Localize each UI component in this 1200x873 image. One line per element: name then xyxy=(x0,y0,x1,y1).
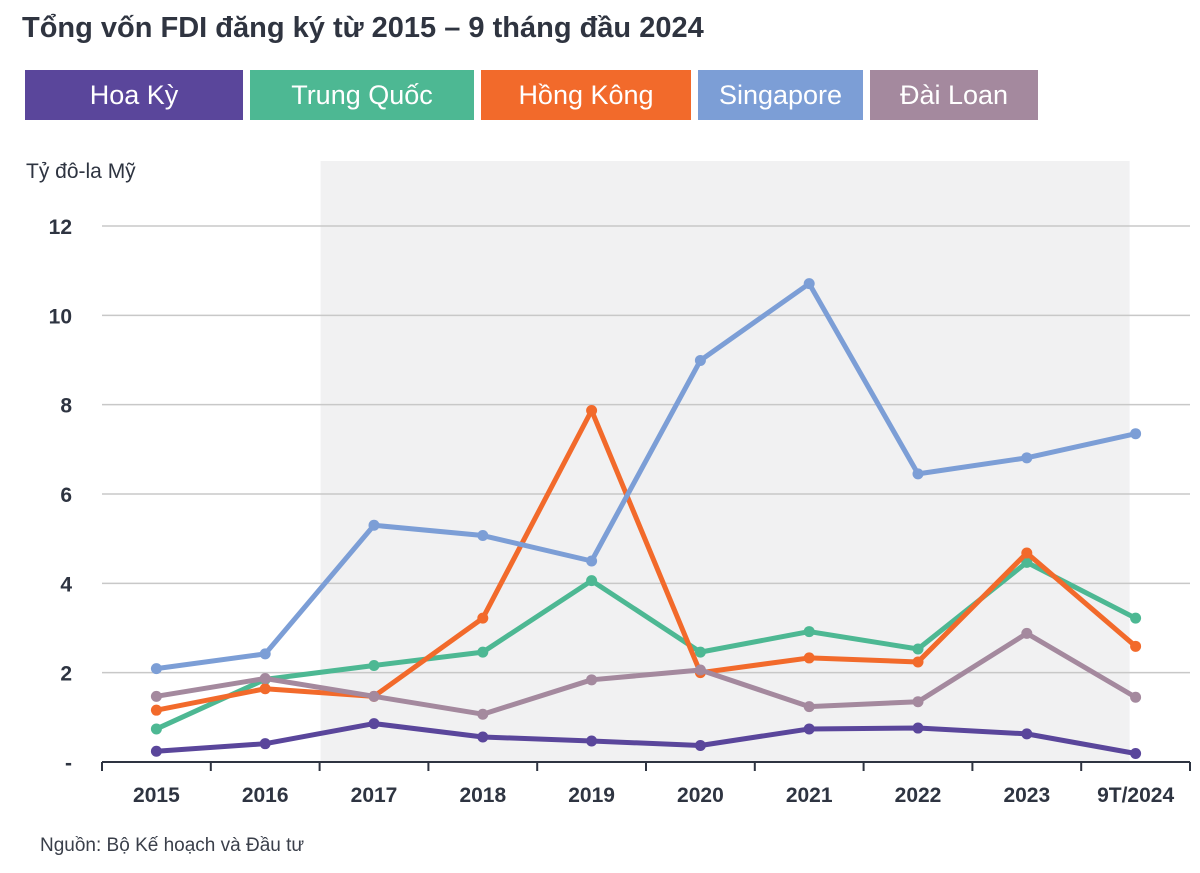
x-tick-label: 2023 xyxy=(1003,784,1050,807)
x-tick-label: 2017 xyxy=(351,784,398,807)
data-point xyxy=(259,683,271,695)
source-note: Nguồn: Bộ Kế hoạch và Đầu tư xyxy=(40,835,305,856)
data-point xyxy=(1130,691,1142,703)
y-tick-label: 2 xyxy=(60,663,72,686)
x-tick-label: 2015 xyxy=(133,784,180,807)
data-point xyxy=(912,656,924,668)
data-point xyxy=(477,530,489,542)
data-point xyxy=(477,708,489,720)
data-point xyxy=(586,575,598,587)
data-point xyxy=(150,704,162,716)
data-point xyxy=(1021,547,1033,559)
data-point xyxy=(912,696,924,708)
data-point xyxy=(150,745,162,757)
series-line xyxy=(153,407,1139,713)
legend-label: Đài Loan xyxy=(899,79,1009,110)
data-point xyxy=(586,674,598,686)
x-tick-label: 2022 xyxy=(895,784,942,807)
data-point xyxy=(912,722,924,734)
x-tick-label: 2020 xyxy=(677,784,724,807)
series-line xyxy=(153,281,1139,672)
data-point xyxy=(1130,748,1142,760)
x-tick-label: 2021 xyxy=(786,784,833,807)
series-line xyxy=(153,630,1139,717)
data-point xyxy=(912,468,924,480)
data-point xyxy=(586,555,598,567)
legend-item-singapore: Singapore xyxy=(698,70,863,120)
y-tick-label: 12 xyxy=(49,216,72,239)
data-point xyxy=(150,663,162,675)
legend: Hoa Kỳ Trung Quốc Hồng Kông Singapore Đà… xyxy=(25,70,1038,120)
data-point xyxy=(1021,556,1033,568)
data-point xyxy=(368,718,380,730)
y-tick-label: 6 xyxy=(60,484,72,507)
data-point xyxy=(1130,428,1142,440)
x-tick-label: 2018 xyxy=(459,784,506,807)
data-point xyxy=(1130,640,1142,652)
y-tick-label: 10 xyxy=(49,305,72,328)
data-point xyxy=(694,739,706,751)
data-point xyxy=(1021,452,1033,464)
data-point xyxy=(1130,612,1142,624)
legend-item-hoa-ky: Hoa Kỳ xyxy=(25,70,243,120)
data-point xyxy=(912,643,924,655)
x-tick-label: 2019 xyxy=(568,784,615,807)
data-point xyxy=(586,735,598,747)
data-point xyxy=(150,723,162,735)
data-point xyxy=(259,672,271,684)
data-point xyxy=(803,278,815,290)
legend-item-dai-loan: Đài Loan xyxy=(870,70,1038,120)
data-point xyxy=(803,701,815,713)
data-point xyxy=(1021,728,1033,740)
data-point xyxy=(150,690,162,702)
y-axis-label: Tỷ đô-la Mỹ xyxy=(26,160,136,183)
data-point xyxy=(694,646,706,658)
data-point xyxy=(694,354,706,366)
y-tick-label: 8 xyxy=(60,395,72,418)
y-tick-label: - xyxy=(65,752,72,775)
data-point xyxy=(368,660,380,672)
data-point xyxy=(477,612,489,624)
data-point xyxy=(259,648,271,660)
y-tick-label: 4 xyxy=(60,573,72,596)
data-point xyxy=(803,626,815,638)
legend-item-hong-kong: Hồng Kông xyxy=(481,70,691,120)
data-point xyxy=(477,646,489,658)
legend-label: Hồng Kông xyxy=(518,79,654,110)
legend-label: Singapore xyxy=(718,79,843,110)
legend-item-trung-quoc: Trung Quốc xyxy=(250,70,474,120)
data-point xyxy=(803,723,815,735)
data-point xyxy=(368,690,380,702)
data-point xyxy=(586,404,598,416)
data-point xyxy=(368,519,380,531)
legend-label: Hoa Kỳ xyxy=(89,79,179,110)
legend-label: Trung Quốc xyxy=(291,79,433,110)
series-line xyxy=(153,721,1139,757)
data-point xyxy=(477,731,489,743)
data-point xyxy=(694,664,706,676)
data-point xyxy=(803,652,815,664)
data-point xyxy=(1021,627,1033,639)
chart-title: Tổng vốn FDI đăng ký từ 2015 – 9 tháng đ… xyxy=(22,12,704,44)
data-point xyxy=(259,738,271,750)
x-tick-label: 9T/2024 xyxy=(1097,784,1174,807)
x-tick-label: 2016 xyxy=(242,784,289,807)
